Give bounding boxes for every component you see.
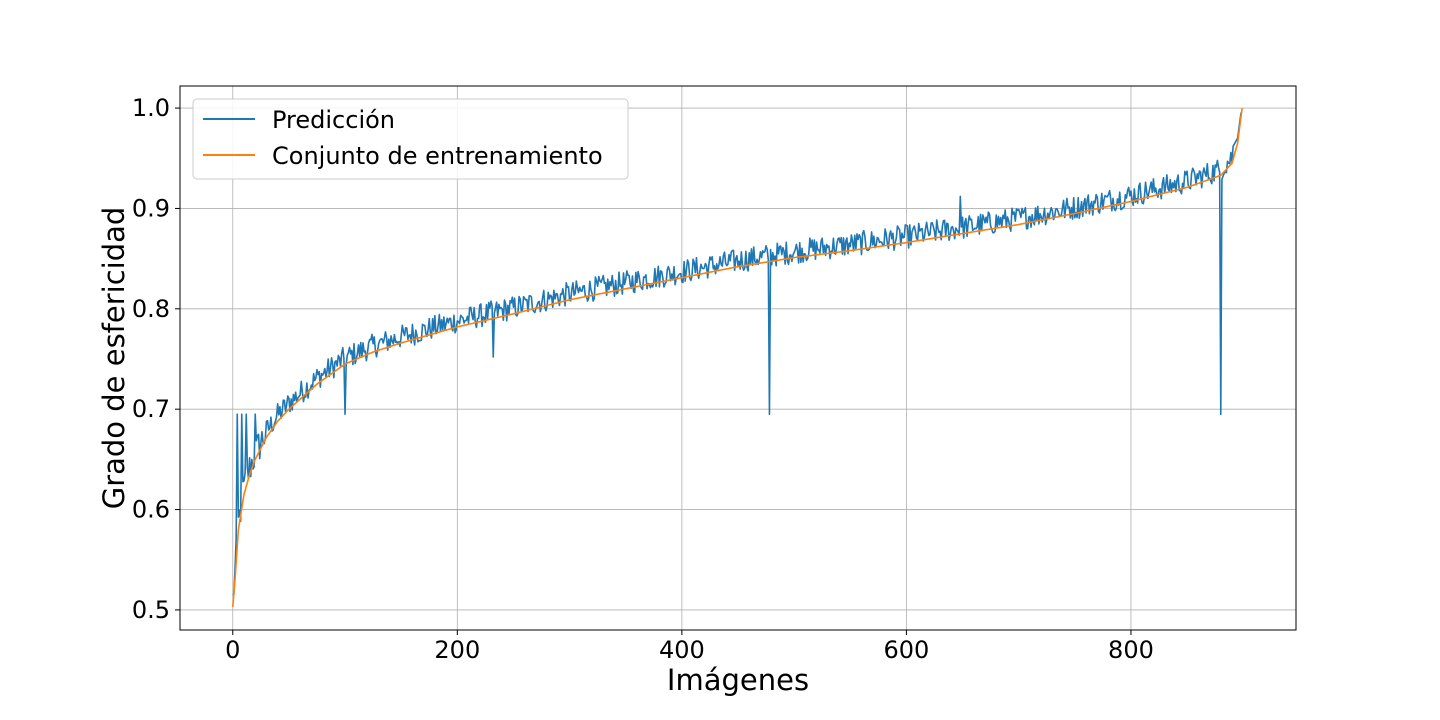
- x-axis-label: Imágenes: [667, 663, 809, 697]
- y-tick-label: 1.0: [132, 94, 170, 122]
- legend-label-conjunto: Conjunto de entrenamiento: [272, 142, 603, 170]
- series-lines: [231, 107, 1243, 607]
- y-tick-label: 0.9: [132, 194, 170, 222]
- legend-box: [192, 98, 629, 180]
- y-tick-label: 0.6: [132, 496, 170, 524]
- y-tick-label: 0.8: [132, 295, 170, 323]
- y-tick-label: 0.7: [132, 395, 170, 423]
- y-tick-label: 0.5: [132, 596, 170, 624]
- x-tick-label: 0: [225, 636, 240, 664]
- series-line-prediccion: [232, 112, 1243, 596]
- y-axis-ticks: 0.5 0.6 0.7 0.8 0.9 1.0: [132, 94, 180, 624]
- legend-label-prediccion: Predicción: [272, 106, 395, 134]
- x-tick-label: 600: [884, 636, 930, 664]
- plot-frame: [179, 85, 1297, 631]
- x-tick-label: 200: [434, 636, 480, 664]
- legend: Predicción Conjunto de entrenamiento: [192, 98, 629, 180]
- series-line-conjunto-de-entrenamiento: [231, 107, 1243, 607]
- x-tick-label: 400: [659, 636, 705, 664]
- y-axis-label: Grado de esfericidad: [97, 207, 131, 510]
- x-tick-label: 800: [1108, 636, 1154, 664]
- x-axis-ticks: 0 200 400 600 800: [225, 630, 1154, 664]
